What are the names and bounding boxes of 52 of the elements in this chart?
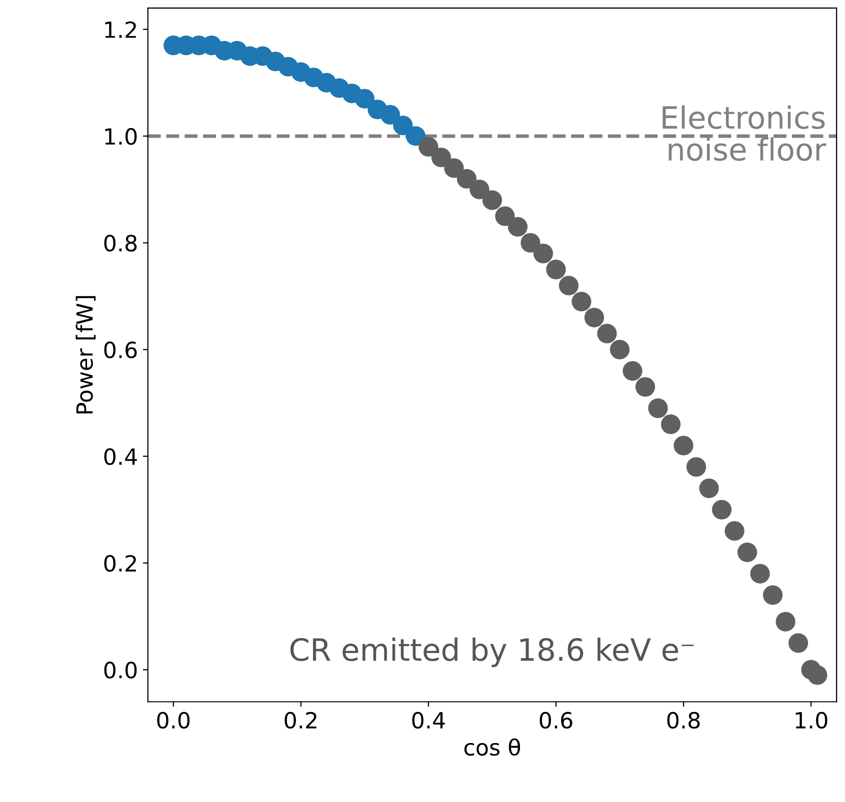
y-tick-label: 0.6 bbox=[104, 342, 137, 358]
point bbox=[354, 88, 374, 109]
point bbox=[635, 377, 656, 397]
y-tick-label: 0.8 bbox=[104, 234, 137, 252]
x-tick-label: 0.8 bbox=[667, 712, 700, 729]
point bbox=[584, 308, 604, 328]
point bbox=[762, 585, 783, 605]
point bbox=[737, 542, 758, 562]
point bbox=[533, 244, 554, 264]
point bbox=[660, 414, 681, 434]
x-axis-title: cos θ bbox=[464, 738, 520, 756]
x-tick-label: 0.6 bbox=[540, 712, 572, 729]
point bbox=[622, 361, 642, 381]
point bbox=[418, 136, 438, 157]
x-tick-label: 0.0 bbox=[157, 712, 190, 729]
point bbox=[406, 126, 426, 146]
point bbox=[380, 104, 400, 125]
point bbox=[482, 190, 502, 210]
x-tick-label: 0.2 bbox=[284, 712, 316, 729]
point bbox=[572, 292, 592, 312]
point bbox=[444, 158, 464, 178]
x-tick-label: 1.0 bbox=[796, 712, 828, 729]
point bbox=[808, 665, 828, 685]
annotation: CR emitted by 18.6 keV e⁻ bbox=[290, 637, 694, 668]
point bbox=[648, 398, 668, 418]
point bbox=[456, 168, 477, 189]
point bbox=[699, 478, 719, 498]
point bbox=[776, 612, 796, 632]
point bbox=[610, 340, 630, 360]
y-axis-title: Power [fW] bbox=[76, 296, 96, 414]
point bbox=[788, 633, 808, 653]
y-tick-label: 1.2 bbox=[105, 21, 136, 38]
y-tick-label: 0.2 bbox=[104, 554, 136, 572]
point bbox=[508, 216, 528, 237]
y-tick-label: 0.0 bbox=[104, 662, 137, 678]
x-tick-label: 0.4 bbox=[412, 712, 445, 729]
point bbox=[546, 260, 566, 280]
point bbox=[712, 500, 732, 520]
point bbox=[674, 436, 694, 456]
point bbox=[724, 521, 744, 541]
y-tick-label: 0.4 bbox=[104, 448, 137, 466]
point bbox=[686, 457, 706, 477]
point bbox=[431, 148, 452, 168]
point bbox=[520, 233, 540, 253]
point bbox=[470, 180, 490, 200]
point bbox=[597, 324, 617, 344]
y-tick-label: 1.0 bbox=[105, 128, 137, 145]
point bbox=[750, 564, 770, 584]
point bbox=[393, 116, 413, 136]
point bbox=[558, 276, 579, 296]
ref-line-label: Electronics noise floor bbox=[662, 105, 826, 161]
point bbox=[495, 206, 515, 226]
